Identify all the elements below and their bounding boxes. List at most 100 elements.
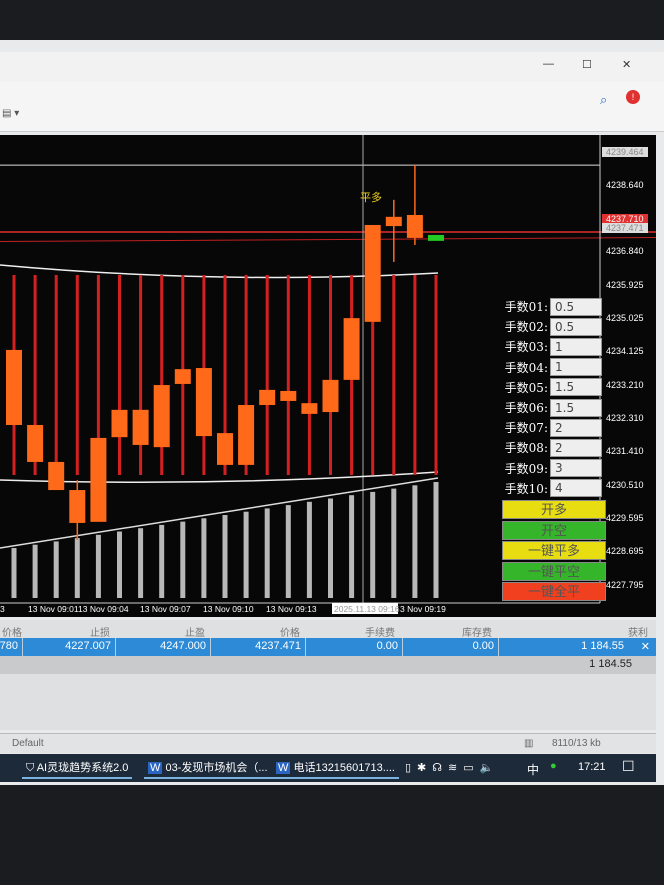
lot-row: 手数10: 4 <box>500 479 604 498</box>
volume-bar <box>391 488 397 598</box>
shield-icon: ⛉ <box>26 762 37 774</box>
lot-row: 手数03: 1 <box>500 337 604 356</box>
price-axis-label: 4235.025 <box>606 313 644 323</box>
column-header[interactable]: 获利 <box>628 628 648 639</box>
candle <box>301 403 318 414</box>
table-cell: .780 <box>0 640 18 652</box>
app-tray-icon[interactable]: ● <box>550 760 557 772</box>
candle <box>322 379 339 413</box>
volume-bar <box>11 548 17 598</box>
time-axis-label: 13 Nov 09:13 <box>266 604 317 614</box>
candle <box>69 490 86 523</box>
table-cell: 1 184.55 <box>581 640 624 652</box>
price-axis-label: 4238.640 <box>606 180 644 190</box>
trade-button[interactable]: 一键平多 <box>502 541 606 560</box>
price-axis-label: 4235.925 <box>606 280 644 290</box>
candle <box>174 369 191 384</box>
volume-bar <box>117 531 122 598</box>
lot-row: 手数07: 2 <box>500 418 604 437</box>
histogram-bar <box>329 275 332 475</box>
candle <box>280 390 297 401</box>
column-header[interactable]: 止损 <box>90 628 110 639</box>
lot-input[interactable]: 1 <box>550 358 602 377</box>
lot-label: 手数04: <box>504 360 548 375</box>
trade-table: 价格 止损 止盈 价格 手续费 库存费 获利 .780 4227.007 4247.000 423… <box>0 620 656 730</box>
time-axis-label: 3 <box>0 604 5 614</box>
table-cell: 4247.000 <box>160 640 206 652</box>
histogram-bar <box>392 275 396 475</box>
candle <box>27 424 44 462</box>
lot-row: 手数08: 2 <box>500 438 604 457</box>
close-icon[interactable]: ✕ <box>622 59 632 71</box>
lot-input[interactable]: 1.5 <box>550 378 602 397</box>
candle <box>195 368 212 437</box>
taskbar: ⛉ AI灵珑趋势系统2.0 W 03-发现市场机会（... W 电话132156… <box>0 754 656 782</box>
table-cell: 0.00 <box>472 640 494 652</box>
column-header[interactable]: 手续费 <box>365 628 395 639</box>
lot-label: 手数03: <box>504 340 548 355</box>
histogram-bar <box>160 275 164 475</box>
table-row[interactable]: .780 4227.007 4247.000 4237.471 0.00 0.00 1 18… <box>0 638 656 656</box>
price-axis-label: 4234.125 <box>606 346 644 356</box>
minimize-icon[interactable]: — <box>543 58 554 70</box>
histogram-bar <box>286 275 290 475</box>
candle <box>343 318 360 380</box>
price-axis-label: 4233.210 <box>606 380 644 390</box>
lot-label: 手数08: <box>504 441 548 456</box>
trade-button[interactable]: 开多 <box>502 500 606 519</box>
cell-divider <box>305 638 306 656</box>
lot-row: 手数06: 1.5 <box>500 398 604 417</box>
table-cell: 4227.007 <box>65 640 111 652</box>
column-header[interactable]: 价格 <box>2 628 22 639</box>
notification-center-icon[interactable]: ☐ <box>622 758 635 774</box>
lot-input[interactable]: 1 <box>550 337 602 356</box>
signal-label: 平多 <box>360 190 382 204</box>
histogram-bar <box>75 275 79 475</box>
time-axis-label: 13 Nov 09:04 <box>78 604 129 614</box>
close-position-icon[interactable]: ✕ <box>640 641 650 653</box>
candle <box>111 409 128 438</box>
histogram-bar <box>118 275 121 475</box>
notification-icon[interactable]: ! <box>626 90 640 104</box>
column-header[interactable]: 价格 <box>280 628 300 639</box>
column-header[interactable]: 止盈 <box>185 628 205 639</box>
lot-row: 手数04: 1 <box>500 358 604 377</box>
lot-input[interactable]: 2 <box>550 438 602 457</box>
price-tag-box <box>602 223 648 233</box>
taskbar-item[interactable]: ⛉ AI灵珑趋势系统2.0 <box>22 759 133 779</box>
histogram-bar <box>54 275 58 475</box>
cell-divider <box>498 638 499 656</box>
histogram-bar <box>371 275 375 475</box>
volume-bar <box>349 495 355 598</box>
connection-icon: ▥ <box>524 738 534 749</box>
trade-button[interactable]: 开空 <box>502 520 606 540</box>
histogram-bar <box>265 275 269 475</box>
tray-icons[interactable]: ▯✱☊≋▭🔈 <box>405 762 500 774</box>
lot-input[interactable]: 1.5 <box>550 398 602 417</box>
lot-input[interactable]: 0.5 <box>550 297 602 316</box>
lot-input[interactable]: 4 <box>550 479 602 498</box>
traffic-info: 8110/13 kb <box>552 738 601 749</box>
histogram-bar <box>413 275 417 475</box>
taskbar-item[interactable]: W 03-发现市场机会（... <box>144 759 272 779</box>
total-row: 1 184.55 <box>0 656 656 674</box>
trade-button[interactable]: 一键全平 <box>502 582 606 601</box>
price-axis-label: 4232.310 <box>606 413 644 423</box>
word-icon: W <box>276 762 291 774</box>
trade-button[interactable]: 一键平空 <box>502 561 606 581</box>
table-cell: 4237.471 <box>255 640 301 652</box>
lot-input[interactable]: 2 <box>550 418 602 437</box>
maximize-icon[interactable]: ☐ <box>582 59 592 71</box>
volume-bar <box>32 544 38 598</box>
table-cell: 0.00 <box>376 640 398 652</box>
ime-indicator[interactable]: 中 <box>527 763 540 777</box>
layout-dropdown-icon[interactable]: ▤ ▾ <box>2 108 20 119</box>
lot-input[interactable]: 0.5 <box>550 317 602 336</box>
volume-bar <box>74 538 80 598</box>
taskbar-item[interactable]: W 电话13215601713.... <box>272 759 399 779</box>
column-header[interactable]: 库存费 <box>462 628 492 639</box>
volume-bar <box>328 498 333 598</box>
lot-input[interactable]: 3 <box>550 459 602 478</box>
search-icon[interactable]: ⌕ <box>600 92 608 107</box>
